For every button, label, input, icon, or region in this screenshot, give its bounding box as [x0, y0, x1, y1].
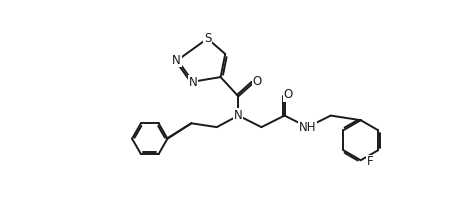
Text: N: N — [172, 54, 181, 67]
Text: F: F — [367, 155, 374, 168]
Text: NH: NH — [299, 121, 316, 134]
Text: N: N — [234, 109, 243, 122]
Text: N: N — [188, 76, 197, 89]
Text: O: O — [284, 88, 293, 101]
Text: S: S — [204, 32, 211, 45]
Text: O: O — [252, 75, 261, 88]
